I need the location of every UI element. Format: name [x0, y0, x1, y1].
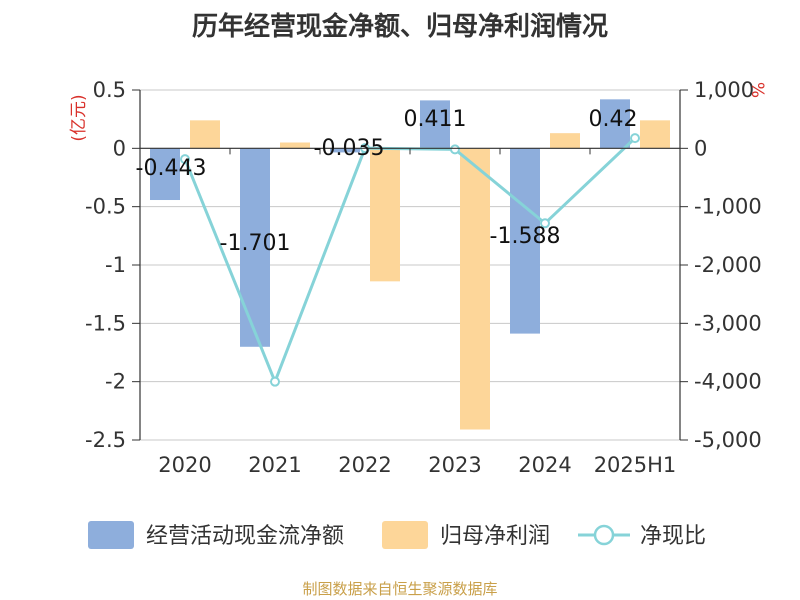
- right-tick-label: -5,000: [694, 428, 762, 452]
- legend-label-net-profit: 归母净利润: [440, 524, 550, 549]
- x-tick-label: 2024: [518, 453, 571, 477]
- net-cash-ratio-point: [540, 218, 550, 229]
- cashflow-data-label: -1.701: [220, 231, 291, 256]
- left-tick-label: 0.5: [93, 78, 126, 102]
- left-tick-label: -0.5: [85, 195, 126, 219]
- bar-group: [150, 99, 670, 430]
- net-cash-ratio-point: [270, 376, 280, 387]
- x-tick-label: 2023: [428, 453, 481, 477]
- gridlines: [140, 89, 680, 441]
- cashflow-data-label: 0.411: [404, 107, 467, 132]
- net-profit-bar: [550, 133, 580, 149]
- cashflow-data-label: -0.035: [314, 136, 385, 161]
- cashflow-data-label: -1.588: [490, 224, 561, 249]
- net-cash-ratio-point: [180, 154, 190, 165]
- cashflow-bar: [150, 148, 180, 201]
- left-tick-label: -1.5: [85, 311, 126, 335]
- net-cash-ratio-point: [450, 144, 460, 155]
- left-tick-label: -2: [105, 370, 126, 394]
- axes: 0.5 0 -0.5 -1 -1.5 -2 -2.5 1,000 0 -1,000 -2,000 -3…: [69, 78, 767, 477]
- x-tick-label: 2022: [338, 453, 391, 477]
- cashflow-data-label: 0.42: [589, 107, 638, 132]
- legend-label-cashflow: 经营活动现金流净额: [146, 524, 344, 549]
- right-axis-unit: %: [747, 82, 767, 98]
- right-tick-label: -1,000: [694, 195, 762, 219]
- cashflow-bar: [600, 99, 630, 149]
- left-tick-label: -2.5: [85, 428, 126, 452]
- cashflow-bar: [240, 148, 270, 347]
- net-profit-bar: [190, 120, 220, 149]
- right-tick-label: -3,000: [694, 311, 762, 335]
- data-labels: -0.443 -1.701 -0.035 0.411 -1.588 0.42: [136, 107, 638, 256]
- chart-title: 历年经营现金净额、归母净利润情况: [191, 12, 608, 42]
- legend-swatch-cashflow: [88, 521, 134, 549]
- right-tick-label: 1,000: [694, 78, 754, 102]
- left-axis-unit: (亿元): [69, 94, 89, 141]
- legend-marker-net-cash-ratio: [593, 524, 615, 546]
- right-tick-label: -2,000: [694, 253, 762, 277]
- x-tick-label: 2020: [158, 453, 211, 477]
- cashflow-data-label: -0.443: [136, 156, 207, 181]
- legend: 经营活动现金流净额 归母净利润 净现比: [88, 521, 706, 549]
- legend-swatch-net-profit: [382, 521, 428, 549]
- source-note: 制图数据来自恒生聚源数据库: [302, 580, 498, 598]
- left-tick-label: -1: [105, 253, 126, 277]
- x-tick-label: 2021: [248, 453, 301, 477]
- net-profit-bar: [370, 148, 400, 282]
- net-profit-bar: [640, 120, 670, 149]
- right-tick-label: 0: [694, 136, 707, 160]
- x-tick-label: 2025H1: [594, 453, 677, 477]
- net-profit-bar: [460, 148, 490, 430]
- net-cash-ratio-point: [630, 133, 640, 144]
- net-profit-bar: [280, 142, 310, 149]
- left-tick-label: 0: [113, 136, 126, 160]
- cashflow-bar: [510, 148, 540, 334]
- right-tick-label: -4,000: [694, 370, 762, 394]
- legend-label-net-cash-ratio: 净现比: [640, 524, 706, 549]
- cashflow-bar: [420, 100, 450, 149]
- cashflow-bar: [330, 148, 360, 153]
